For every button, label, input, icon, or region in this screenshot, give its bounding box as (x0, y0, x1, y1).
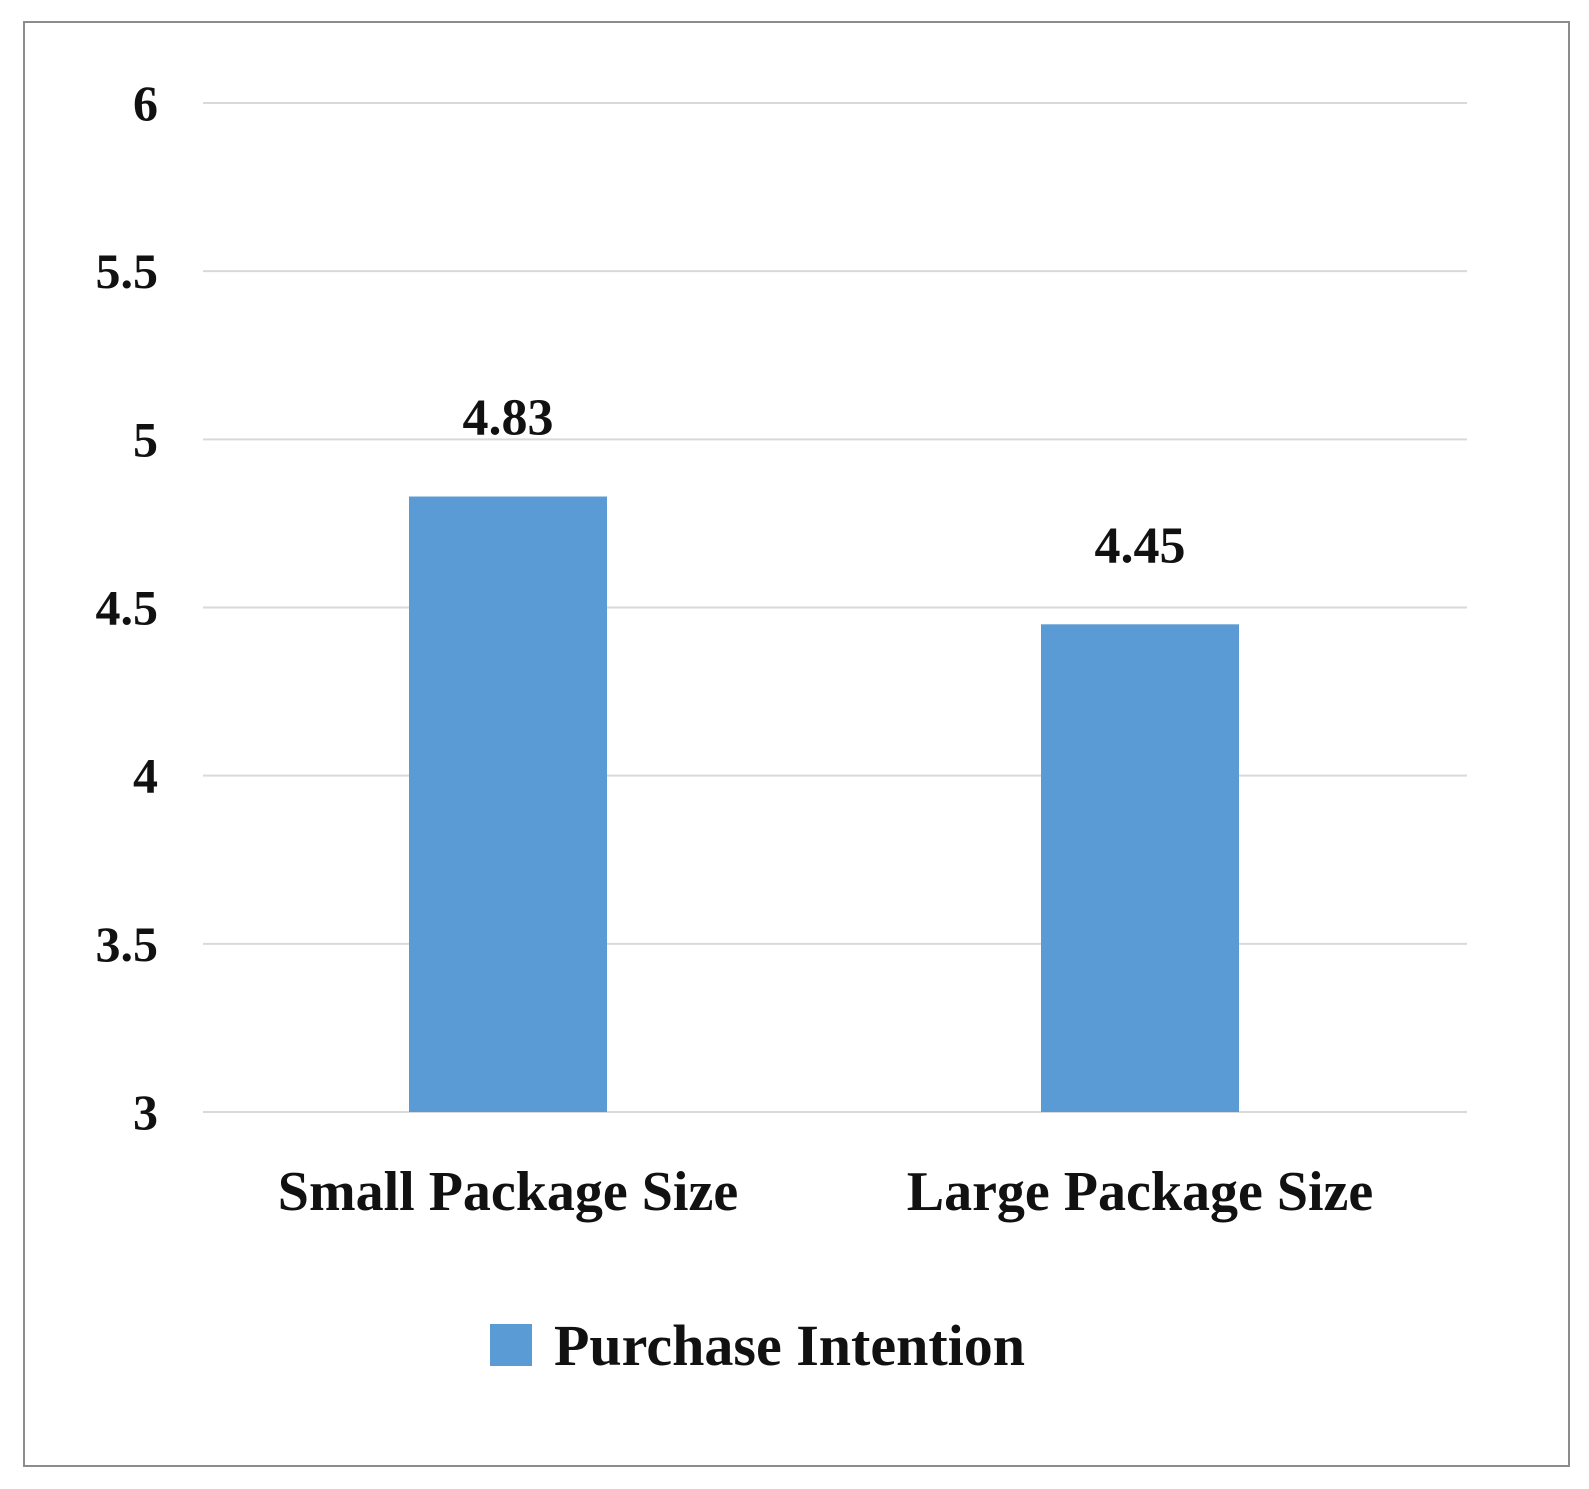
bar-large-package-size (1041, 624, 1239, 1112)
y-tick-label: 3 (133, 1084, 158, 1140)
data-labels: 4.83 4.45 (463, 390, 1186, 575)
gridlines (203, 102, 1467, 1113)
legend-swatch-purchase-intention (490, 1324, 532, 1366)
legend: Purchase Intention (490, 1313, 1025, 1378)
bars (409, 496, 1239, 1112)
bar-small-package-size (409, 496, 607, 1112)
y-tick-label: 5 (133, 411, 158, 467)
y-tick-label: 6 (133, 75, 158, 131)
y-tick-label: 5.5 (96, 243, 159, 299)
y-axis-tick-labels: 3 3.5 4 4.5 5 5.5 6 (96, 75, 159, 1140)
data-label: 4.83 (463, 390, 554, 447)
legend-label-purchase-intention: Purchase Intention (554, 1312, 1026, 1378)
y-tick-label: 3.5 (96, 916, 159, 972)
x-axis-category-labels: Small Package Size Large Package Size (278, 1161, 1373, 1223)
x-category-label: Large Package Size (907, 1161, 1374, 1223)
x-category-label: Small Package Size (278, 1161, 738, 1223)
y-tick-label: 4 (133, 748, 158, 804)
data-label: 4.45 (1095, 517, 1186, 574)
y-tick-label: 4.5 (96, 580, 159, 636)
chart-frame (23, 21, 1570, 1467)
